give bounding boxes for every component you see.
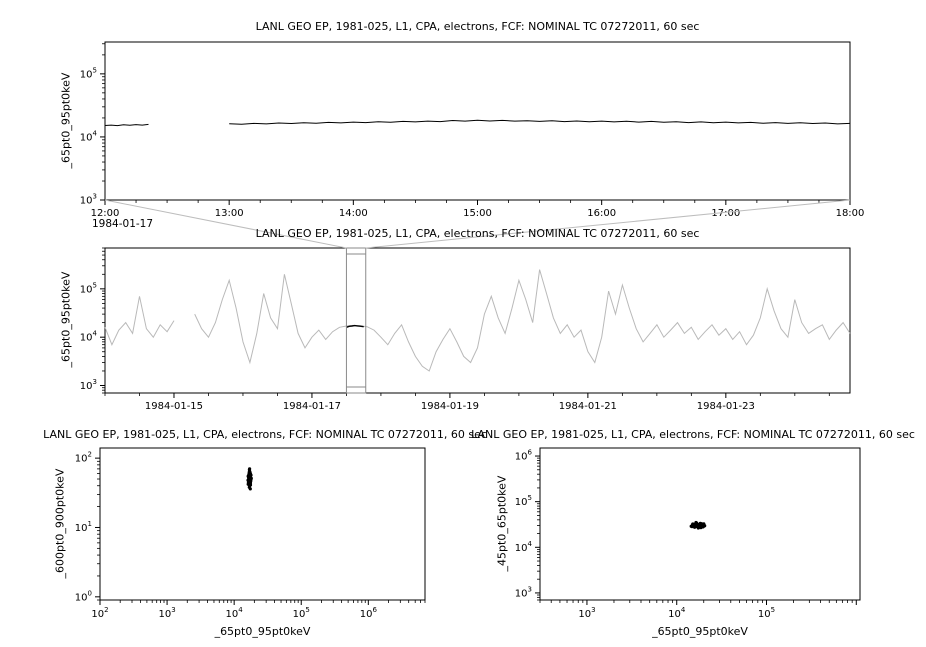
tick-label: 104 (80, 330, 98, 344)
tick-label: 103 (80, 193, 97, 207)
tick-label: 104 (226, 606, 244, 620)
plot-frame (99, 447, 426, 601)
tick-label: 14:00 (339, 208, 368, 219)
tick-label: 102 (75, 451, 92, 465)
tick-label: 103 (80, 378, 97, 392)
plot-frame (539, 447, 861, 601)
scatter-point (247, 476, 251, 480)
scatter-point (693, 524, 697, 528)
scatter1-panel-title: LANL GEO EP, 1981-025, L1, CPA, electron… (43, 428, 487, 441)
tick-label: 100 (75, 589, 92, 603)
series-_65pt0_95pt0keV-context (194, 269, 851, 372)
tick-label: 104 (80, 129, 98, 143)
tick-label: 18:00 (836, 208, 865, 219)
tick-label: 103 (578, 606, 595, 620)
tick-label: 1984-01-21 (559, 401, 617, 412)
scatter-point (701, 525, 705, 529)
scatter-point (694, 520, 698, 525)
tick-label: 106 (515, 449, 533, 463)
scatter-point (248, 487, 252, 491)
panel-scatter-45-65[interactable]: 103 104 105 106 103 104 105 (515, 447, 861, 620)
scatter-point (248, 478, 252, 482)
context-panel-ylabel: _65pt0_95pt0keV (59, 271, 73, 368)
series-_65pt0_95pt0keV-context (104, 296, 175, 346)
context-panel-title: LANL GEO EP, 1981-025, L1, CPA, electron… (255, 227, 700, 240)
tick-label: 103 (158, 606, 175, 620)
scatter-point (691, 522, 695, 526)
tick-label: 103 (515, 585, 532, 599)
selection-box[interactable] (345, 247, 367, 394)
tick-label: 12:00 (91, 208, 120, 219)
scatter2-panel-xlabel: _65pt0_95pt0keV (652, 625, 748, 638)
series-_65pt0_95pt0keV (229, 119, 851, 125)
tick-label: 1984-01-19 (421, 401, 479, 412)
tick-label: 13:00 (215, 208, 244, 219)
scatter-point (690, 525, 694, 529)
tick-label: 105 (293, 606, 310, 620)
tick-label: 15:00 (463, 208, 492, 219)
tick-label: 105 (515, 494, 532, 508)
panel-context-timeseries[interactable]: 103 104 105 1984-01-15 1984-01-17 1984-01-19 1… (80, 247, 851, 412)
tick-label: 1984-01-23 (697, 401, 755, 412)
series-_65pt0_95pt0keV (104, 123, 149, 127)
tick-label: 1984-01-15 (145, 401, 203, 412)
scatter-point (248, 467, 252, 471)
tick-label: 104 (668, 606, 686, 620)
tick-label: 16:00 (587, 208, 616, 219)
tick-label: 105 (758, 606, 775, 620)
series-_65pt0_95pt0keV-selected-interval (346, 324, 364, 328)
tick-label: 101 (75, 520, 92, 534)
scatter1-panel-xlabel: _65pt0_95pt0keV (214, 625, 311, 638)
top-panel-ylabel: _65pt0_95pt0keV (59, 72, 73, 169)
scatter1-panel-ylabel: _600pt0_900pt0keV (53, 468, 67, 579)
panel-scatter-600-900[interactable]: 100 101 102 102 103 104 105 106 (75, 447, 426, 620)
scatter-point (701, 522, 705, 527)
tick-label: 105 (80, 66, 97, 80)
zoom-connector-lines (104, 199, 851, 249)
scatter-point (248, 483, 253, 487)
tick-label: 105 (80, 281, 97, 295)
scatter-point (695, 523, 699, 527)
tick-label: 1984-01-17 (283, 401, 341, 412)
scatter-point (249, 473, 253, 477)
scatter2-panel-title: LANL GEO EP, 1981-025, L1, CPA, electron… (471, 428, 915, 441)
panel-top-timeseries[interactable]: 103 104 105 12:00 13:00 14:00 15:00 16:00 17:00 1… (80, 41, 865, 219)
tick-label: 104 (515, 540, 533, 554)
tick-label: 102 (91, 606, 108, 620)
scatter-point (246, 481, 250, 485)
tick-label: 17:00 (711, 208, 740, 219)
scatter-point (696, 526, 700, 530)
tick-label: 106 (360, 606, 378, 620)
scatter2-panel-ylabel: _45pt0_65pt0keV (495, 475, 509, 572)
plot-frame (104, 247, 851, 394)
top-panel-date-label: 1984-01-17 (92, 218, 154, 230)
scatter-point (247, 470, 251, 474)
plot-frame (104, 41, 851, 201)
top-panel-title: LANL GEO EP, 1981-025, L1, CPA, electron… (255, 20, 700, 33)
